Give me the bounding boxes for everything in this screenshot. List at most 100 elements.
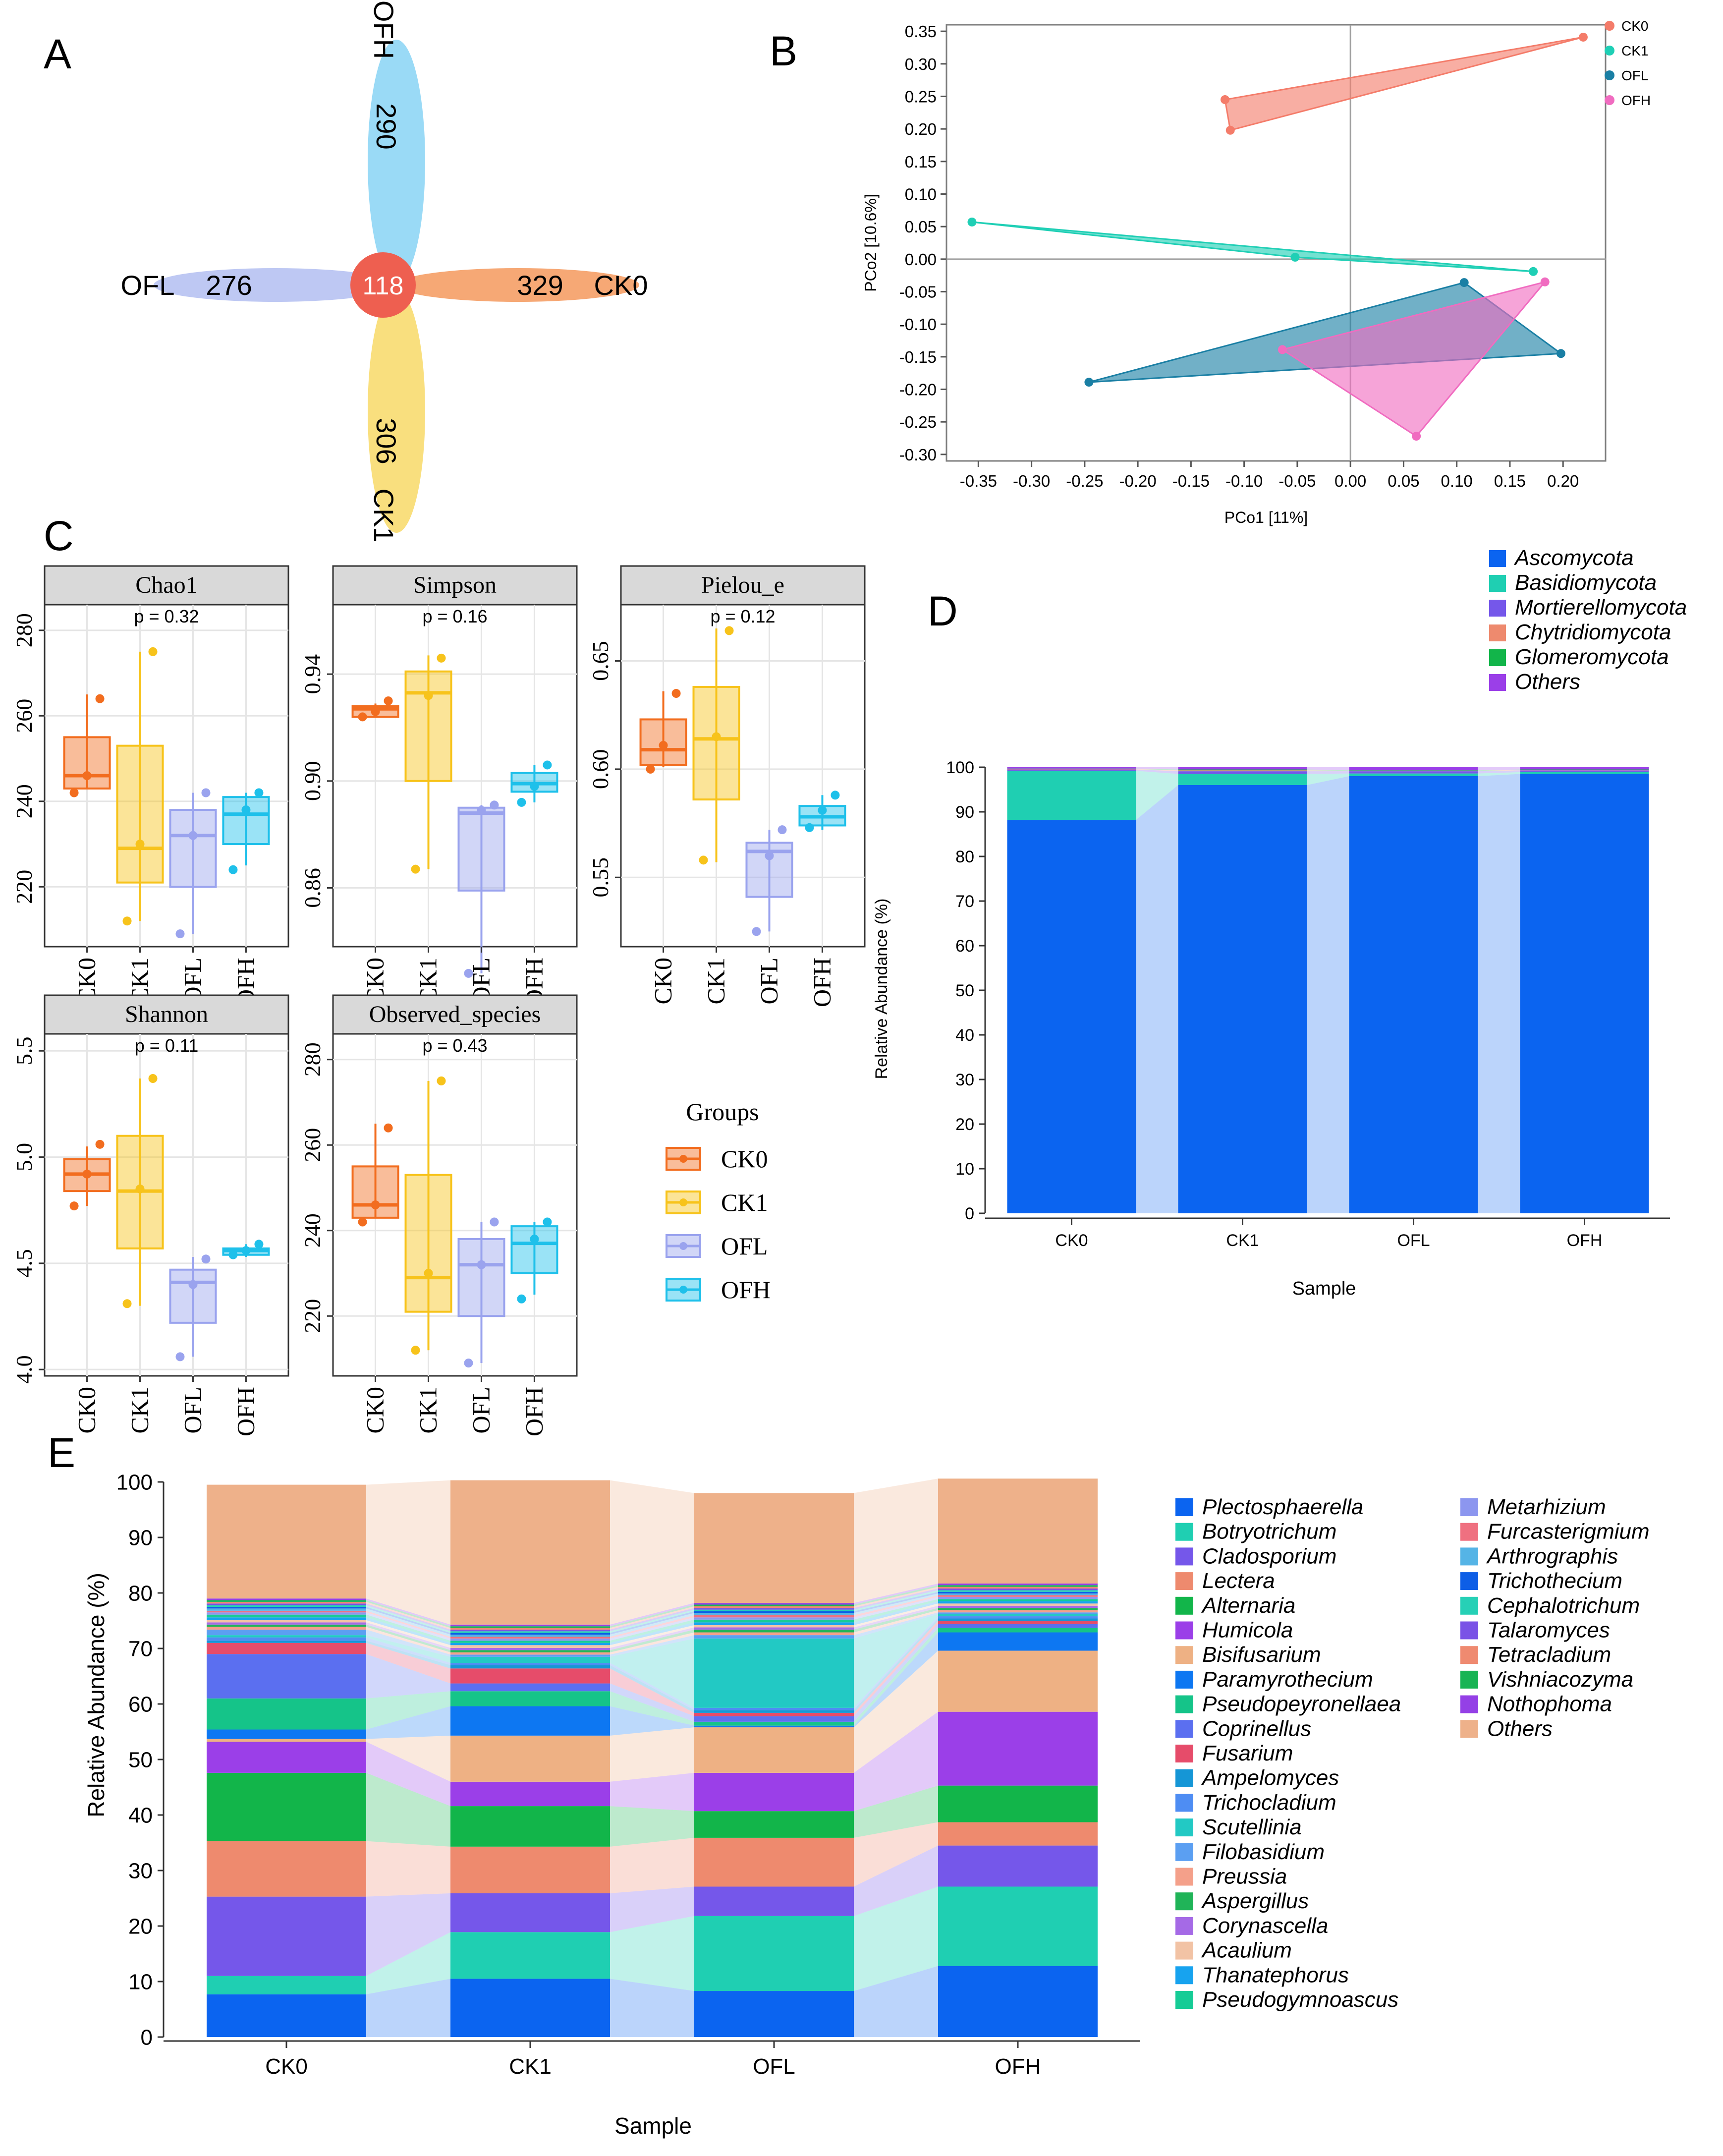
pcoa-y-tick-label: -0.05	[899, 283, 937, 301]
genus-bar-ofh-paramyrothecium	[938, 1632, 1098, 1651]
pcoa-x-tick-label: -0.10	[1225, 472, 1263, 490]
box-point-ofh	[228, 1250, 238, 1259]
genus-bar-ck0-botryotrichum	[207, 1976, 366, 1994]
venn-petal-ck1	[368, 290, 425, 533]
phylum-flow-ascomycota	[1136, 785, 1178, 1213]
facet-y-tick-label: 0.90	[300, 761, 325, 801]
phylum-y-tick-label: 80	[955, 848, 974, 866]
facet-x-tick-label: CK0	[361, 1387, 389, 1433]
genus-flow-corynascella	[854, 1605, 938, 1630]
facet-x-tick-label: OFH	[808, 958, 835, 1007]
facet-y-tick-label: 0.55	[588, 857, 613, 898]
box-point-ck0	[646, 764, 655, 774]
genus-bar-ck0-paramyrothecium	[207, 1729, 366, 1739]
genus-legend-swatch	[1460, 1498, 1478, 1516]
facet-x-tick-label: OFH	[231, 1387, 259, 1436]
genus-bar-ck1-pseudogymnoascus	[450, 1641, 610, 1643]
genus-flow-corynascella	[366, 1622, 450, 1650]
genus-legend-label: Trichothecium	[1487, 1569, 1622, 1593]
facet-y-tick-label: 280	[300, 1042, 325, 1077]
genus-bar-ck0-plectosphaerella	[207, 1994, 366, 2037]
box-point-ofh	[543, 1217, 552, 1227]
genus-flow-furcasterigmium	[610, 1615, 694, 1639]
box-point-ofl	[464, 968, 473, 978]
genus-flow-humicola	[610, 1772, 694, 1812]
genus-flow-humicola	[366, 1742, 450, 1807]
pcoa-point-ofl-3	[1556, 349, 1565, 358]
phylum-flow-mortierellomycota	[1136, 769, 1178, 774]
genus-legend-swatch	[1175, 1695, 1193, 1713]
genus-legend-swatch	[1460, 1523, 1478, 1541]
facet-p-value: p = 0.43	[422, 1035, 487, 1056]
genus-flow-thanatephorus	[366, 1617, 450, 1645]
genus-bar-ofl-pseudogymnoascus	[694, 1619, 854, 1623]
box-point-ck0	[671, 689, 681, 698]
facet-x-tick-label: CK1	[702, 958, 730, 1004]
genus-bar-ofl-humicola	[694, 1772, 854, 1812]
box-point-ck1	[424, 1269, 433, 1278]
genus-bar-ofh-fusarium	[938, 1621, 1098, 1624]
genus-legend-label: Lectera	[1202, 1569, 1275, 1593]
genus-flow-trichothecium	[854, 1591, 938, 1613]
phylum-bar-ck0-others	[1007, 767, 1136, 769]
genus-flow-alternaria	[366, 1772, 450, 1847]
pcoa-x-tick-label: 0.20	[1547, 472, 1579, 490]
box-point-ck1	[122, 1299, 132, 1308]
pcoa-legend-marker	[1605, 21, 1614, 31]
groups-legend: Groups CK0 CK1 OFL OFH	[666, 1098, 771, 1304]
genus-y-tick-label: 70	[128, 1637, 153, 1661]
genus-legend-label: Pseudogymnoascus	[1202, 1987, 1398, 2012]
genus-x-tick-label: CK0	[265, 2054, 308, 2079]
box-body-ck1	[404, 1174, 452, 1313]
phylum-flow-ascomycota	[1307, 776, 1349, 1213]
genus-y-tick-label: 50	[128, 1748, 153, 1772]
genus-flow-talaromyces	[854, 1589, 938, 1610]
pcoa-point-ck1-2	[1290, 252, 1300, 262]
box-point-ofl	[201, 1254, 211, 1264]
genus-bar-ck1-humicola	[450, 1781, 610, 1807]
genus-bar-ck1-talaromyces	[450, 1629, 610, 1632]
genus-bar-ck1-lectera	[450, 1846, 610, 1893]
box-body-ofl	[169, 809, 217, 888]
pcoa-y-tick-label: 0.10	[905, 185, 937, 203]
facet-y-tick-label: 260	[300, 1128, 325, 1162]
genus-flow-pseudogymnoascus	[854, 1599, 938, 1623]
pcoa-legend-label: OFH	[1621, 93, 1651, 108]
facet-p-value: p = 0.16	[422, 606, 487, 626]
pcoa-point-ofl-2	[1459, 278, 1469, 287]
genus-legend-swatch	[1175, 1646, 1193, 1664]
genus-bar-ck0-pseudogymnoascus	[207, 1614, 366, 1618]
genus-bar-ofl-alternaria	[694, 1811, 854, 1838]
facet-x-tick-label: OFH	[520, 1387, 548, 1436]
box-point-ofh	[517, 1294, 526, 1304]
genus-flow-cephalotrichum	[366, 1605, 450, 1633]
genus-bar-ck0-coprinellus	[207, 1654, 366, 1699]
genus-flow-furcasterigmium	[854, 1595, 938, 1618]
genus-flow-trichocladium	[610, 1663, 694, 1710]
venn-diagram: 118 290 OFH 306 CK1 276 OFL 329 CK0	[121, 0, 648, 543]
genus-bar-ofl-corynascella	[694, 1627, 854, 1630]
genus-bar-ofh-lectera	[938, 1822, 1098, 1846]
genus-flow-botryotrichum	[366, 1932, 450, 1994]
genus-bar-ofh-metarhizium	[938, 1596, 1098, 1599]
phylum-legend-label: Ascomycota	[1513, 546, 1634, 570]
genus-bar-ck0-humicola	[207, 1742, 366, 1773]
box-point-ck0	[95, 694, 105, 703]
genus-bar-ck1-others	[450, 1480, 610, 1625]
genus-legend-swatch	[1175, 1720, 1193, 1738]
genus-bar-ck0-metarhizium	[207, 1612, 366, 1615]
phylum-bar-ck1-ascomycota	[1178, 785, 1307, 1213]
facet-strip	[332, 994, 578, 1035]
genus-bar-ck0-talaromyces	[207, 1603, 366, 1605]
facet-y-tick-label: 5.0	[11, 1143, 37, 1172]
box-point-ofl	[175, 1352, 185, 1362]
genus-legend-label: Fusarium	[1202, 1741, 1293, 1765]
phylum-y-tick-label: 60	[955, 937, 974, 956]
panel-letter-e: E	[48, 1429, 75, 1476]
genus-bar-ck1-arthrographis	[450, 1635, 610, 1637]
genus-flow-arthrographis	[366, 1608, 450, 1637]
alpha-diversity-boxplots: Chao1 220 240 260 280 p = 0.32 CK0 CK1 OFL OFH Sim…	[11, 565, 866, 1436]
genus-legend-swatch	[1460, 1695, 1478, 1713]
phylum-y-tick-label: 70	[955, 892, 974, 911]
